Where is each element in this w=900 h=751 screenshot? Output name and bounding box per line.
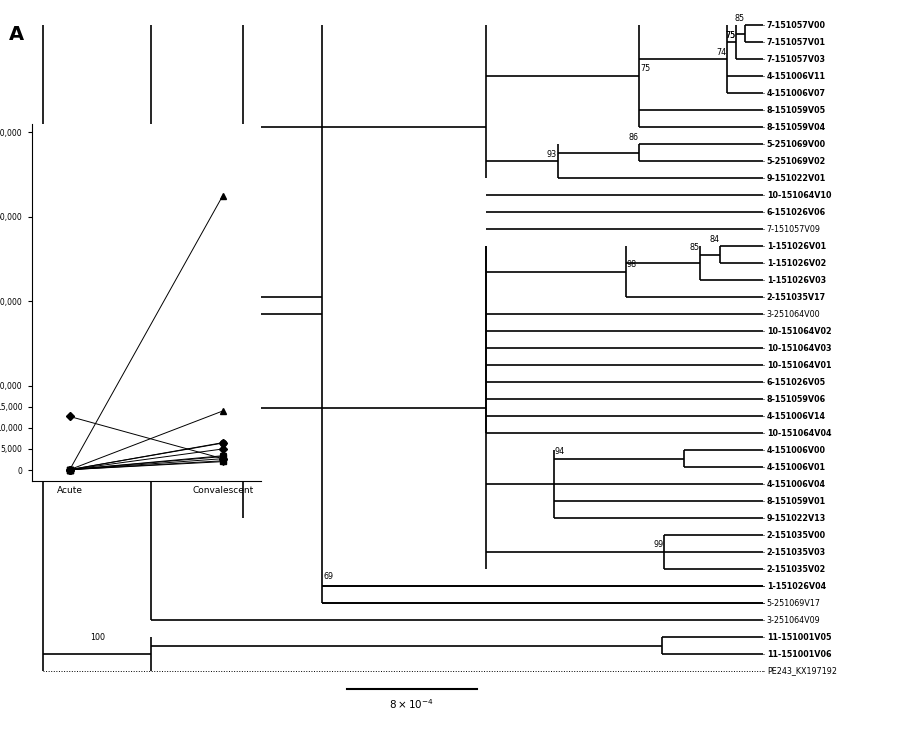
Text: 7-151057V01: 7-151057V01 [767, 38, 826, 47]
Text: 93: 93 [547, 150, 557, 159]
Text: 8-151059V05: 8-151059V05 [767, 106, 826, 115]
Text: 75: 75 [641, 65, 651, 74]
Text: A: A [9, 25, 24, 44]
Text: PE243_KX197192: PE243_KX197192 [767, 667, 837, 676]
Text: 75: 75 [725, 31, 735, 40]
Text: 10-151064V04: 10-151064V04 [767, 429, 832, 438]
Text: 99: 99 [653, 540, 663, 549]
Text: 5-251069V17: 5-251069V17 [767, 599, 821, 608]
Text: 85: 85 [734, 14, 744, 23]
Text: 69: 69 [323, 572, 333, 581]
Text: 1-151026V01: 1-151026V01 [767, 242, 826, 251]
Text: 4-151006V04: 4-151006V04 [767, 480, 826, 489]
Text: 74: 74 [716, 48, 726, 57]
Text: 3-251064V09: 3-251064V09 [767, 616, 821, 625]
Text: 6-151026V05: 6-151026V05 [767, 378, 826, 387]
Text: 2-151035V00: 2-151035V00 [767, 530, 826, 539]
Text: 94: 94 [554, 447, 564, 456]
Text: 98: 98 [626, 260, 636, 269]
Text: 5-251069V00: 5-251069V00 [767, 140, 826, 149]
Text: 8-151059V06: 8-151059V06 [767, 394, 826, 403]
Text: 6-151026V06: 6-151026V06 [767, 207, 826, 216]
Text: 4-151006V07: 4-151006V07 [767, 89, 826, 98]
Text: 100: 100 [90, 633, 104, 642]
Text: 7-151057V03: 7-151057V03 [767, 55, 826, 64]
Text: 2-151035V17: 2-151035V17 [767, 293, 826, 302]
Text: 4-151006V01: 4-151006V01 [767, 463, 826, 472]
Text: 7-151057V09: 7-151057V09 [767, 225, 821, 234]
Text: 10-151064V02: 10-151064V02 [767, 327, 832, 336]
Text: 5-251069V02: 5-251069V02 [767, 156, 826, 165]
Text: 3-251064V00: 3-251064V00 [767, 309, 821, 318]
Text: 7-151057V00: 7-151057V00 [767, 20, 826, 29]
Text: 10-151064V10: 10-151064V10 [767, 191, 832, 200]
Text: 2-151035V02: 2-151035V02 [767, 565, 826, 574]
Text: 10-151064V03: 10-151064V03 [767, 343, 832, 352]
Text: 100: 100 [81, 302, 95, 311]
Text: 86: 86 [628, 133, 638, 142]
Text: 84: 84 [709, 235, 719, 244]
Text: 9-151022V01: 9-151022V01 [767, 173, 826, 182]
Text: 10-151064V01: 10-151064V01 [767, 360, 832, 369]
Text: 11-151001V05: 11-151001V05 [767, 632, 832, 641]
Text: 9-151022V13: 9-151022V13 [767, 514, 826, 523]
Text: 4-151006V00: 4-151006V00 [767, 445, 826, 454]
Text: 1-151026V04: 1-151026V04 [767, 581, 826, 590]
Text: 1-151026V03: 1-151026V03 [767, 276, 826, 285]
Text: 2-151035V03: 2-151035V03 [767, 547, 826, 556]
Text: 85: 85 [689, 243, 699, 252]
Text: 1-151026V02: 1-151026V02 [767, 258, 826, 267]
Text: 4-151006V11: 4-151006V11 [767, 71, 826, 80]
Text: 4-151006V14: 4-151006V14 [767, 412, 826, 421]
Text: 11-151001V06: 11-151001V06 [767, 650, 832, 659]
Text: 8-151059V04: 8-151059V04 [767, 122, 826, 131]
Text: $8 \times 10^{-4}$: $8 \times 10^{-4}$ [390, 697, 434, 711]
Text: 8-151059V01: 8-151059V01 [767, 496, 826, 505]
Text: 75: 75 [725, 31, 735, 40]
